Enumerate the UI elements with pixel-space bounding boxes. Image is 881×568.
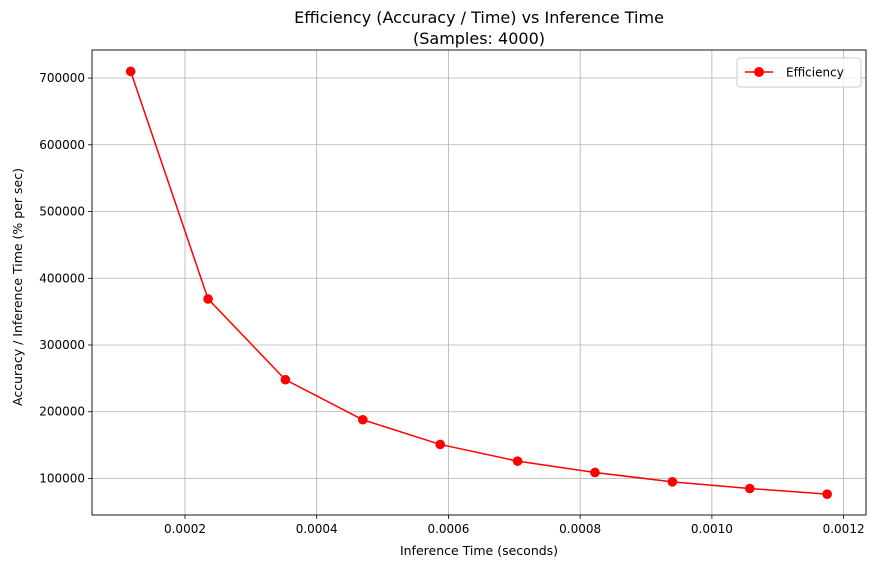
x-tick-label: 0.0002 xyxy=(164,522,206,536)
series-line-efficiency xyxy=(129,71,828,495)
data-point xyxy=(590,467,600,478)
data-point xyxy=(512,456,523,466)
legend-label: Efficiency xyxy=(786,66,844,80)
x-tick-label: 0.0012 xyxy=(823,522,865,536)
y-axis-label: Accuracy / Inference Time (% per sec) xyxy=(10,168,25,406)
y-tick-label: 300000 xyxy=(39,338,85,352)
legend-box xyxy=(736,57,862,88)
y-tick-label: 600000 xyxy=(39,138,85,152)
data-point xyxy=(125,66,136,77)
data-point xyxy=(435,439,446,450)
data-point xyxy=(358,414,368,425)
data-point xyxy=(744,483,755,494)
x-tick-label: 0.0010 xyxy=(691,522,733,536)
x-tick-label: 0.0004 xyxy=(296,522,338,536)
chart-subtitle: (Samples: 4000) xyxy=(413,29,545,48)
legend: Efficiency xyxy=(736,57,862,88)
y-tick-label: 700000 xyxy=(39,71,85,85)
data-point xyxy=(203,294,213,304)
y-tick-label: 400000 xyxy=(39,271,85,285)
x-axis-ticks: 0.0002 0.0004 0.0006 0.0008 0.0010 0.0012 xyxy=(164,515,865,536)
x-axis-label: Inference Time (seconds) xyxy=(400,543,558,558)
data-point xyxy=(280,374,291,385)
chart-title: Efficiency (Accuracy / Time) vs Inferenc… xyxy=(294,8,664,27)
x-tick-label: 0.0006 xyxy=(427,522,469,536)
data-point xyxy=(667,477,678,487)
y-axis-ticks: 100000 200000 300000 400000 500000 600000 7000… xyxy=(39,71,92,485)
y-tick-label: 200000 xyxy=(39,405,85,419)
plot-frame xyxy=(91,49,867,516)
data-point xyxy=(822,489,832,499)
y-tick-label: 100000 xyxy=(39,471,85,485)
grid-lines xyxy=(92,50,866,515)
x-tick-label: 0.0008 xyxy=(559,522,601,536)
series-layer xyxy=(125,66,832,499)
y-tick-label: 500000 xyxy=(39,205,85,219)
legend-marker xyxy=(754,67,764,77)
